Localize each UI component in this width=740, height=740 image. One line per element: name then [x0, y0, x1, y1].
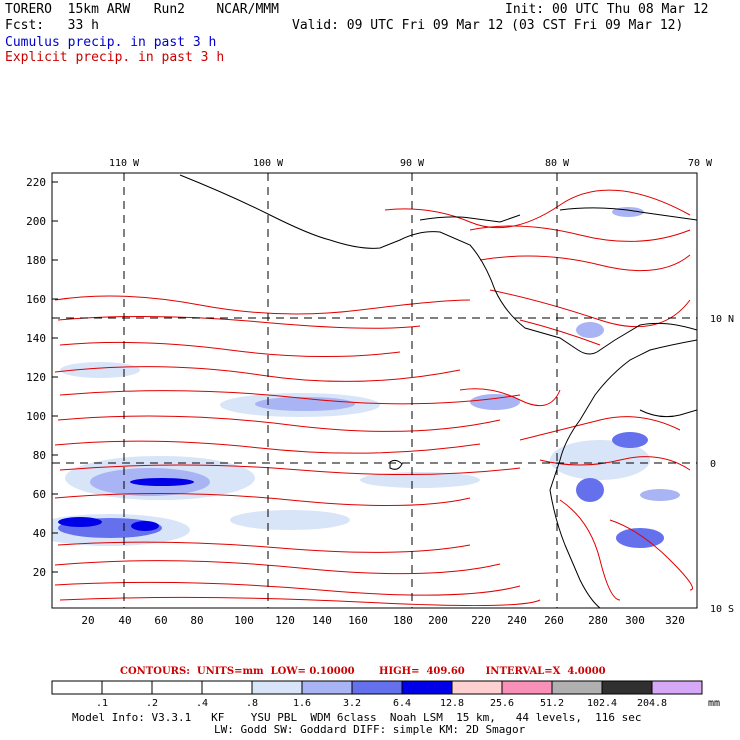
y-tick-label: 120: [26, 371, 46, 384]
colorbar-swatch: [401, 680, 453, 695]
x-tick-label: 120: [275, 614, 295, 627]
left-ticks: [52, 181, 58, 573]
right-lat-labels: 10 N 0 10 S: [710, 314, 734, 615]
colorbar-swatch: [101, 680, 153, 695]
y-tick-label: 100: [26, 410, 46, 423]
x-tick-label: 160: [348, 614, 368, 627]
cumulus-precip-label: Cumulus precip. in past 3 h: [5, 35, 217, 50]
lat-label: 0: [710, 459, 716, 470]
colorbar-label: 1.6: [293, 698, 311, 709]
coastlines: [179, 174, 697, 608]
left-y-labels: 220 200 180 160 140 120 100 80 60 40 20: [26, 176, 46, 579]
colorbar-label: .2: [146, 698, 158, 709]
lon-label: 90 W: [400, 158, 425, 169]
contours-info: CONTOURS: UNITS=mm LOW= 0.10000 HIGH= 40…: [120, 666, 606, 677]
x-tick-label: 260: [544, 614, 564, 627]
x-tick-label: 40: [118, 614, 131, 627]
map-frame: [51, 172, 698, 609]
x-tick-label: 280: [588, 614, 608, 627]
y-tick-label: 60: [33, 488, 46, 501]
colorbar-swatch: [651, 680, 703, 695]
top-lon-labels: 110 W 100 W 90 W 80 W 70 W: [109, 158, 713, 169]
explicit-precip-contours: [54, 189, 693, 607]
lon-label: 100 W: [253, 158, 284, 169]
x-tick-label: 320: [665, 614, 685, 627]
x-tick-label: 220: [471, 614, 491, 627]
x-tick-label: 60: [154, 614, 167, 627]
colorbar-label: 25.6: [490, 698, 514, 709]
y-tick-label: 20: [33, 566, 46, 579]
x-tick-label: 20: [81, 614, 94, 627]
model-title: TORERO 15km ARW Run2 NCAR/MMM: [5, 2, 279, 17]
y-tick-label: 200: [26, 215, 46, 228]
y-tick-label: 40: [33, 527, 46, 540]
lon-label: 80 W: [545, 158, 570, 169]
colorbar-label: .8: [246, 698, 258, 709]
y-tick-label: 140: [26, 332, 46, 345]
lon-label: 110 W: [109, 158, 140, 169]
colorbar-labels: .1 .2 .4 .8 1.6 3.2 6.4 12.8 25.6 51.2 1…: [96, 698, 720, 709]
cumulus-precip-fill: [52, 207, 680, 548]
colorbar-swatch: [601, 680, 653, 695]
y-tick-label: 220: [26, 176, 46, 189]
latlon-grid: [52, 173, 697, 608]
x-tick-label: 140: [312, 614, 332, 627]
map-field: [52, 173, 697, 608]
x-tick-label: 200: [428, 614, 448, 627]
x-tick-label: 100: [234, 614, 254, 627]
colorbar-label: 51.2: [540, 698, 564, 709]
x-tick-label: 80: [190, 614, 203, 627]
colorbar-swatch: [301, 680, 353, 695]
colorbar-swatch: [201, 680, 253, 695]
colorbar: [51, 680, 703, 695]
colorbar-label: .1: [96, 698, 108, 709]
lon-label: 70 W: [688, 158, 713, 169]
colorbar-swatch: [251, 680, 303, 695]
x-tick-label: 240: [507, 614, 527, 627]
colorbar-swatch: [551, 680, 603, 695]
explicit-precip-label: Explicit precip. in past 3 h: [5, 50, 225, 65]
lat-label: 10 S: [710, 604, 734, 615]
colorbar-label: 204.8: [637, 698, 667, 709]
model-info: Model Info: V3.3.1 KF YSU PBL WDM 6class…: [72, 711, 642, 724]
bottom-x-labels: 20 40 60 80 100 120 140 160 180 200 220 …: [81, 614, 685, 627]
init-time: Init: 00 UTC Thu 08 Mar 12: [505, 2, 709, 17]
colorbar-label: 3.2: [343, 698, 361, 709]
y-tick-label: 180: [26, 254, 46, 267]
valid-time: Valid: 09 UTC Fri 09 Mar 12 (03 CST Fri …: [292, 18, 684, 33]
colorbar-swatch: [151, 680, 203, 695]
lat-label: 10 N: [710, 314, 734, 325]
colorbar-swatch: [451, 680, 503, 695]
x-tick-label: 180: [393, 614, 413, 627]
colorbar-label: 102.4: [587, 698, 617, 709]
colorbar-swatch: [351, 680, 403, 695]
colorbar-unit: mm: [708, 698, 720, 709]
colorbar-label: .4: [196, 698, 208, 709]
colorbar-swatch: [501, 680, 553, 695]
model-physics: LW: Godd SW: Goddard DIFF: simple KM: 2D…: [214, 723, 526, 736]
x-tick-label: 300: [625, 614, 645, 627]
colorbar-label: 12.8: [440, 698, 464, 709]
y-tick-label: 160: [26, 293, 46, 306]
colorbar-label: 6.4: [393, 698, 411, 709]
y-tick-label: 80: [33, 449, 46, 462]
forecast-hour: Fcst: 33 h: [5, 18, 99, 33]
colorbar-swatch: [51, 680, 103, 695]
